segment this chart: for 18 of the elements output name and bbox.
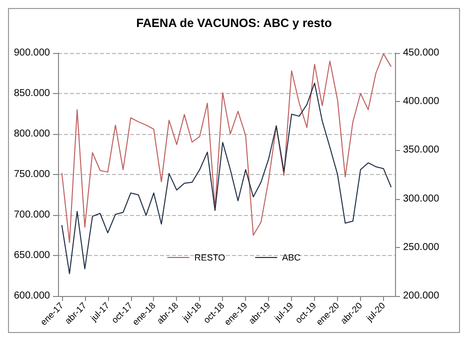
- chart-title: FAENA de VACUNOS: ABC y resto: [136, 16, 332, 30]
- y-tick-label: 900.000: [14, 48, 50, 58]
- y2-tick-label: 450.000: [403, 48, 440, 58]
- legend-label: ABC: [282, 252, 302, 262]
- y2-tick-label: 250.000: [403, 242, 440, 253]
- line-series: [61, 82, 392, 274]
- y-tick-label: 700.000: [14, 210, 50, 220]
- y-tick-label: 800.000: [14, 128, 50, 140]
- line-series: [61, 53, 392, 244]
- y-tick-label: 750.000: [14, 169, 50, 180]
- y-tick-label: 650.000: [14, 250, 50, 261]
- y-tick-label: 600.000: [14, 290, 50, 302]
- y-tick-label: 850.000: [14, 88, 50, 99]
- y2-tick-label: 350.000: [403, 144, 440, 156]
- y2-tick-label: 300.000: [403, 193, 440, 204]
- y2-tick-label: 200.000: [403, 290, 440, 302]
- legend-label: RESTO: [194, 252, 226, 262]
- y2-tick-label: 400.000: [403, 96, 440, 108]
